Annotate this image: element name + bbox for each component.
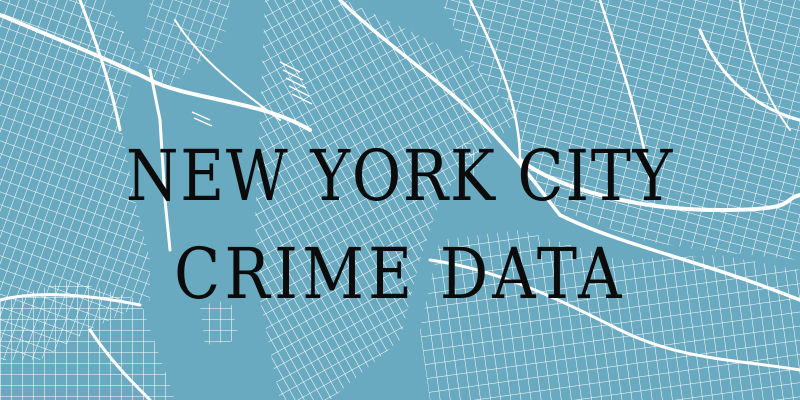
new-jersey-land <box>0 0 230 400</box>
piers <box>191 61 313 127</box>
title-line-2: CRIME DATA <box>174 233 626 315</box>
queens-land <box>440 0 800 260</box>
title-line-1: NEW YORK CITY <box>125 135 675 217</box>
manhattan-land <box>255 0 520 400</box>
